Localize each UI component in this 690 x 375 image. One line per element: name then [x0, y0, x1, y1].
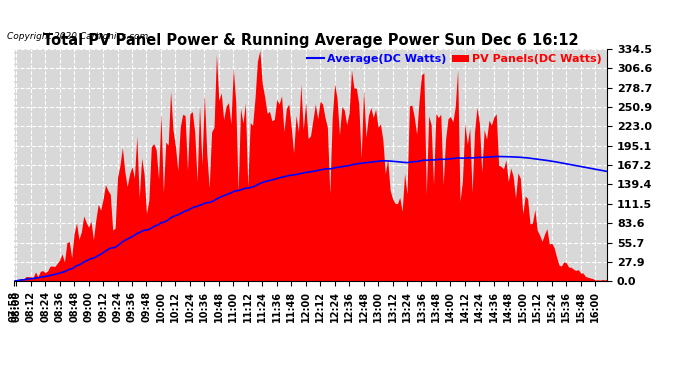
- Title: Total PV Panel Power & Running Average Power Sun Dec 6 16:12: Total PV Panel Power & Running Average P…: [43, 33, 578, 48]
- Text: Copyright 2020 Cartronics.com: Copyright 2020 Cartronics.com: [7, 32, 148, 41]
- Legend: Average(DC Watts), PV Panels(DC Watts): Average(DC Watts), PV Panels(DC Watts): [302, 50, 606, 69]
